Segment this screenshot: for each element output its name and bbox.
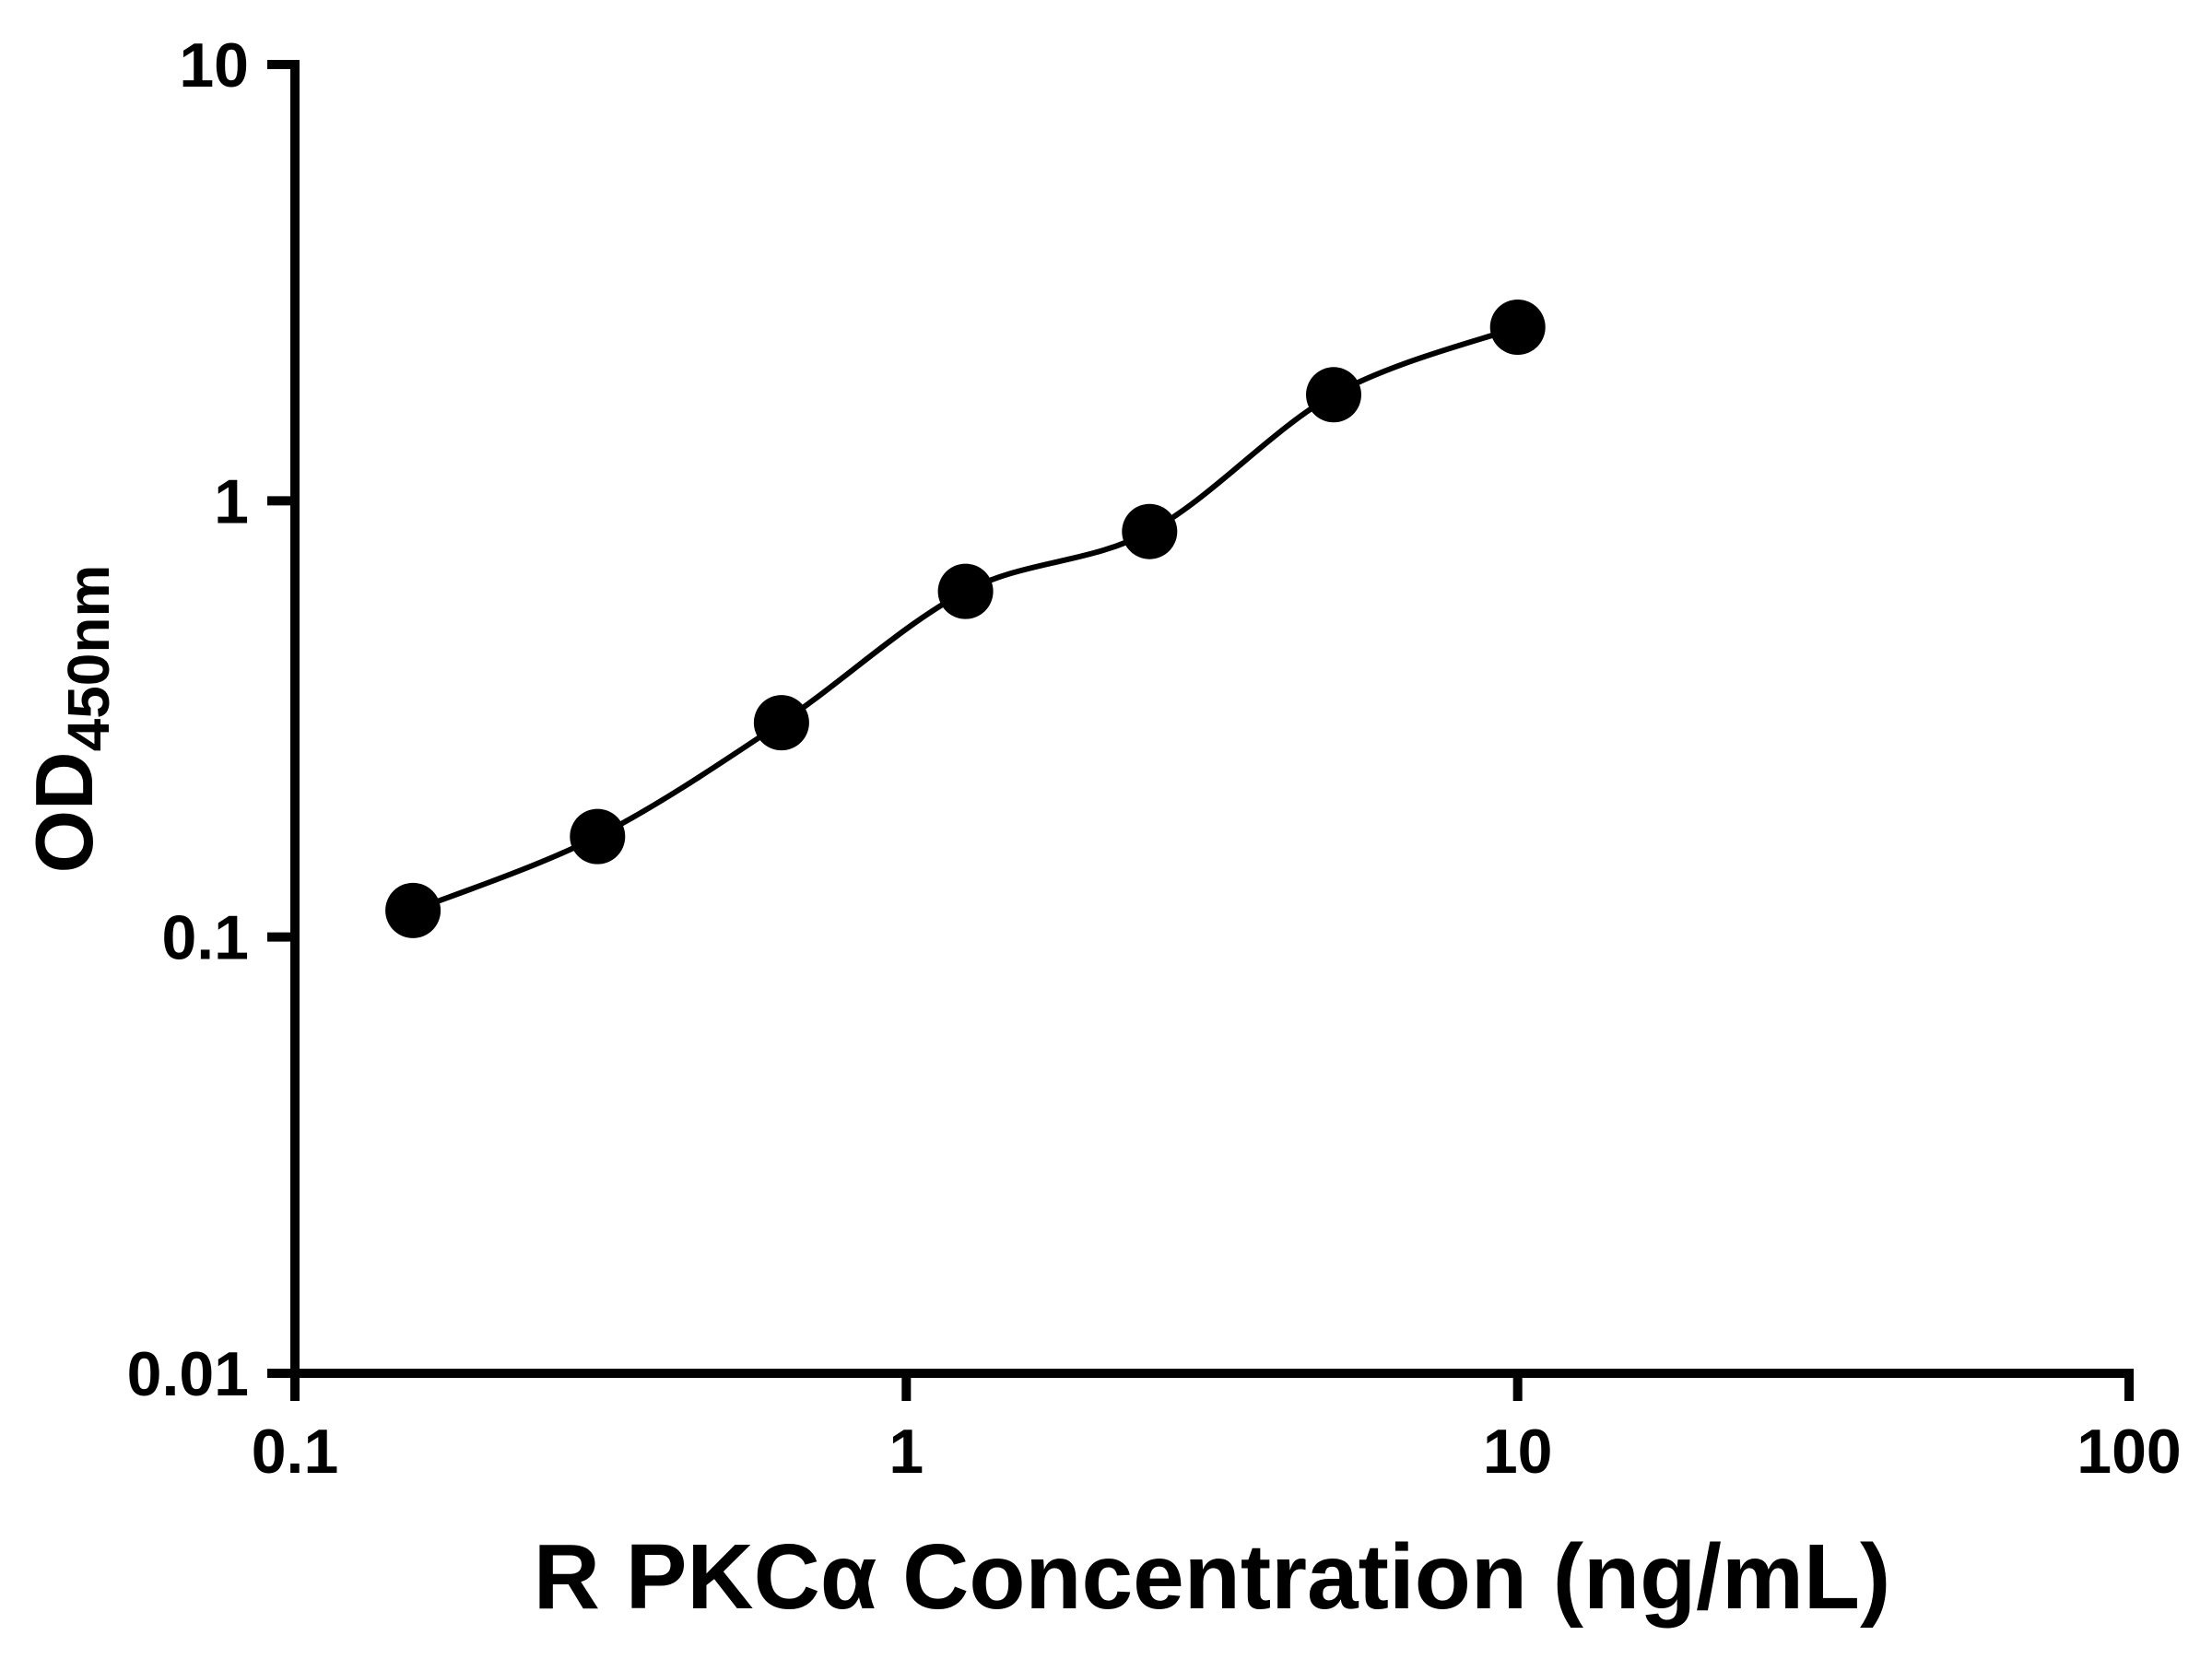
y-axis-title-main: OD [18,751,110,873]
x-tick-label: 100 [2077,1417,2181,1487]
x-tick-label: 0.1 [252,1417,339,1487]
x-axis-title: R PKCα Concentration (ng/mL) [534,1525,1891,1629]
y-tick-label: 0.01 [127,1339,249,1409]
axes [290,60,2134,1378]
data-point [1122,503,1178,559]
data-point [1489,300,1546,355]
y-tick-label: 10 [179,30,249,100]
y-axis-title-sub: 450nm [55,565,122,752]
x-tick-label: 1 [888,1417,924,1487]
data-point [385,882,441,938]
y-axis-title: OD450nm [18,565,122,874]
data-point [937,563,994,619]
data-point [1306,367,1361,423]
y-tick-label: 1 [214,466,249,536]
data-point [570,808,626,865]
data-point [753,695,809,751]
x-tick-label: 10 [1483,1417,1553,1487]
y-tick-label: 0.1 [161,903,249,973]
